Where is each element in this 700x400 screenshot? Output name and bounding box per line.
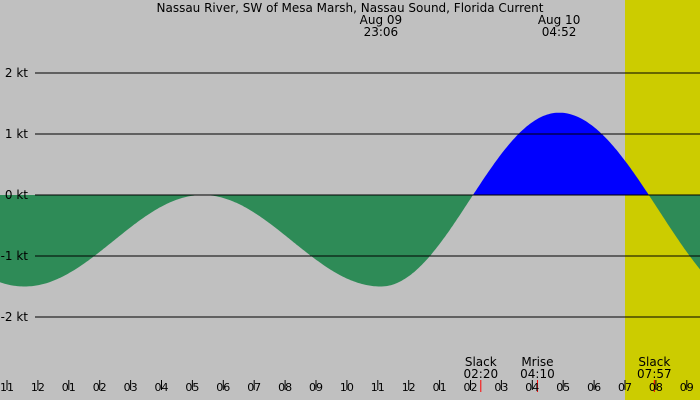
flood-area-1 <box>473 112 649 195</box>
hour-tick-label: 04 <box>525 381 539 394</box>
hour-tick-label: 10 <box>340 381 354 394</box>
event-name-label: Slack <box>465 355 497 369</box>
hour-tick-label: 05 <box>556 381 570 394</box>
hour-axis: 11 12 01 02 03 04 05 06 07 08 09 10 11 12 01 02 03 04 05 06… <box>0 380 694 394</box>
y-tick-label: 0 kt <box>5 188 28 202</box>
hour-tick-label: 02 <box>464 381 478 394</box>
hour-tick-label: 06 <box>216 381 230 394</box>
y-tick-label: -1 kt <box>1 249 29 263</box>
event-name-label: Mrise <box>521 355 553 369</box>
extreme-day-label: Aug 09 <box>360 13 403 27</box>
y-tick-label: 1 kt <box>5 127 28 141</box>
current-curve <box>0 112 700 287</box>
hour-tick-label: 05 <box>185 381 199 394</box>
hour-tick-label: 03 <box>494 381 508 394</box>
hour-tick-label: 01 <box>433 381 447 394</box>
extreme-day-label: Aug 10 <box>538 13 581 27</box>
hour-tick-label: 04 <box>155 381 169 394</box>
event-labels: Slack02:20Mrise04:10Slack07:57Slack14:46… <box>464 355 672 392</box>
hour-tick-label: 09 <box>309 381 323 394</box>
hour-tick-label: 02 <box>93 381 107 394</box>
event-name-label: Slack <box>638 355 670 369</box>
event-time-label: 07:57 <box>637 367 672 381</box>
hour-tick-label: 01 <box>62 381 76 394</box>
extreme-time-label: 23:06 <box>364 25 399 39</box>
grid-lines <box>35 72 700 318</box>
hour-tick-label: 03 <box>124 381 138 394</box>
ebb-area-0 <box>0 195 473 287</box>
hour-tick-label: 07 <box>618 381 632 394</box>
hour-tick-label: 08 <box>649 381 663 394</box>
ebb-area-2 <box>648 195 700 270</box>
y-tick-label: 2 kt <box>5 66 28 80</box>
y-tick-label: -2 kt <box>1 310 29 324</box>
hour-tick-label: 11 <box>0 381 14 394</box>
hour-tick-label: 12 <box>31 381 45 394</box>
hour-tick-label: 08 <box>278 381 292 394</box>
chart-title: Nassau River, SW of Mesa Marsh, Nassau S… <box>156 1 543 15</box>
y-axis-labels: 2 kt 1 kt 0 kt -1 kt -2 kt <box>1 66 29 324</box>
extreme-time-label: 04:52 <box>542 25 577 39</box>
hour-tick-label: 06 <box>587 381 601 394</box>
hour-tick-label: 07 <box>247 381 261 394</box>
hour-tick-label: 11 <box>371 381 385 394</box>
hour-tick-label: 09 <box>680 381 694 394</box>
event-time-label: 04:10 <box>520 367 555 381</box>
event-time-label: 02:20 <box>464 367 499 381</box>
hour-tick-label: 12 <box>402 381 416 394</box>
